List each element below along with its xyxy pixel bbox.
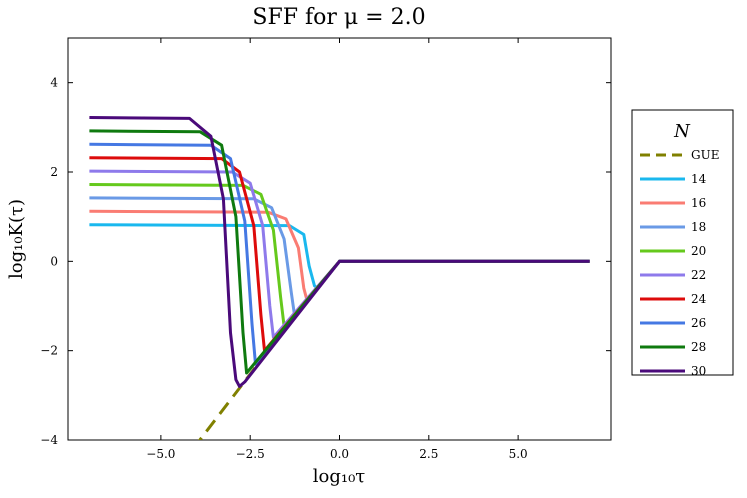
series-line-24 [89, 156, 590, 353]
x-tick-label: 5.0 [509, 447, 528, 461]
y-tick-label: 2 [50, 165, 58, 179]
chart-title: SFF for μ = 2.0 [252, 5, 425, 30]
plot-frame [67, 37, 612, 441]
legend-label-14: 14 [691, 172, 707, 186]
legend: N GUE 14 16 18 20 22 24 26 28 30 [631, 109, 734, 378]
x-tick-label: −5.0 [146, 447, 175, 461]
x-axis-title: log₁₀τ [313, 466, 366, 487]
series-layer [89, 116, 590, 440]
legend-label-18: 18 [691, 220, 706, 234]
y-tick-label: −4 [40, 433, 58, 447]
series-line-26 [89, 142, 590, 366]
legend-entries: GUE 14 16 18 20 22 24 26 28 30 [640, 148, 719, 378]
x-tick-label: 0.0 [330, 447, 349, 461]
legend-label-22: 22 [691, 268, 706, 282]
legend-label-30: 30 [691, 364, 706, 378]
legend-label-26: 26 [691, 316, 706, 330]
y-tick-label: 0 [50, 254, 58, 268]
series-line-22 [89, 169, 590, 339]
series-line-14 [89, 223, 590, 290]
series-line-30 [89, 116, 590, 388]
legend-label-16: 16 [691, 196, 706, 210]
legend-label-20: 20 [691, 244, 706, 258]
y-tick-label: 4 [50, 76, 58, 90]
series-line-gue [197, 259, 590, 440]
legend-label-gue: GUE [691, 148, 719, 162]
axis-ticks: −5.0 −2.5 0.0 2.5 5.0 −4 −2 0 2 4 [40, 38, 611, 461]
series-line-28 [89, 129, 590, 375]
y-tick-label: −2 [40, 344, 58, 358]
legend-box [631, 109, 734, 376]
y-axis-title: log₁₀K(τ) [6, 199, 27, 279]
series-line-18 [89, 196, 590, 319]
legend-title: N [673, 121, 691, 142]
series-line-20 [89, 183, 590, 328]
x-tick-label: 2.5 [419, 447, 438, 461]
legend-label-24: 24 [691, 292, 707, 306]
legend-label-28: 28 [691, 340, 706, 354]
x-tick-label: −2.5 [236, 447, 265, 461]
